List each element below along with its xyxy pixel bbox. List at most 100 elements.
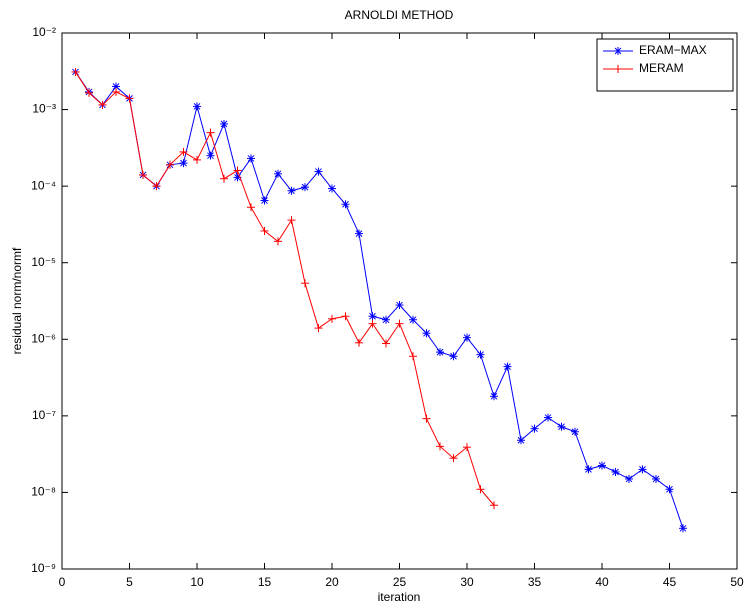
series-line	[75, 71, 495, 506]
x-axis-label: iteration	[378, 590, 421, 604]
data-point	[517, 436, 525, 445]
data-point	[152, 182, 161, 191]
data-point	[679, 524, 687, 533]
series	[71, 67, 687, 533]
data-point	[260, 196, 269, 205]
data-point	[328, 184, 336, 193]
data-point	[287, 216, 296, 225]
data-point	[355, 338, 363, 347]
data-point	[220, 174, 228, 183]
legend-marker	[614, 65, 622, 73]
data-point	[206, 151, 215, 160]
data-point	[314, 324, 323, 333]
data-point	[179, 159, 188, 168]
data-point	[436, 442, 444, 451]
data-point	[652, 474, 660, 483]
marker-stroke	[666, 485, 673, 493]
marker-stroke	[369, 312, 376, 320]
data-point	[463, 333, 471, 342]
data-point	[233, 166, 242, 175]
legend-label: MERAM	[639, 61, 684, 75]
marker-stroke	[504, 363, 511, 370]
y-tick-label: 10⁻³	[32, 102, 56, 116]
marker-stroke	[614, 47, 622, 55]
data-point	[611, 467, 620, 476]
x-tick-label: 40	[595, 575, 609, 589]
data-point	[449, 454, 458, 463]
marker-stroke	[423, 329, 430, 337]
data-point	[503, 362, 512, 371]
data-point	[247, 203, 255, 212]
marker-stroke	[598, 462, 606, 469]
data-point	[422, 329, 431, 338]
marker-stroke	[180, 159, 187, 167]
data-point	[422, 414, 431, 423]
marker-stroke	[585, 466, 592, 473]
data-point	[193, 102, 201, 111]
data-point	[584, 465, 593, 474]
data-point	[98, 100, 107, 109]
data-point	[436, 348, 444, 357]
marker-stroke	[247, 155, 255, 162]
data-point	[638, 465, 647, 474]
data-point	[301, 183, 309, 192]
x-tick-label: 25	[393, 575, 407, 589]
data-point	[382, 339, 390, 348]
data-point	[463, 443, 471, 452]
x-tick-label: 35	[528, 575, 542, 589]
data-point	[341, 312, 350, 321]
marker-stroke	[355, 230, 363, 237]
legend-box	[596, 38, 734, 92]
plot-frame	[61, 32, 738, 570]
data-point	[382, 315, 390, 324]
data-point	[665, 485, 674, 494]
marker-stroke	[409, 316, 417, 324]
marker-stroke	[450, 352, 457, 360]
data-point	[530, 424, 539, 433]
data-point	[395, 319, 404, 328]
data-point	[368, 312, 377, 321]
marker-stroke	[112, 83, 120, 90]
marker-stroke	[639, 466, 646, 473]
marker-stroke	[261, 197, 268, 204]
data-point	[490, 501, 498, 510]
data-point	[341, 200, 350, 209]
data-point	[274, 169, 282, 178]
data-point	[193, 155, 201, 164]
chart-title: ARNOLDI METHOD	[345, 8, 454, 22]
series	[71, 67, 498, 510]
data-point	[328, 314, 336, 323]
marker-stroke	[544, 414, 552, 421]
data-point	[476, 350, 485, 359]
y-tick-label: 10⁻⁷	[32, 408, 56, 422]
x-tick-label: 50	[730, 575, 744, 589]
y-tick-label: 10⁻⁸	[31, 485, 56, 499]
y-tick-label: 10⁻⁶	[31, 331, 56, 345]
data-point	[139, 170, 147, 179]
data-point	[557, 422, 566, 431]
data-point	[395, 301, 404, 310]
data-point	[206, 128, 215, 137]
marker-stroke	[315, 168, 322, 175]
data-point	[490, 392, 498, 401]
data-point	[247, 154, 255, 163]
legend-marker	[614, 47, 622, 55]
data-point	[274, 237, 282, 246]
data-point	[409, 315, 417, 324]
data-point	[179, 147, 188, 156]
data-point	[544, 413, 552, 422]
y-tick-label: 10⁻²	[32, 25, 56, 39]
marker-stroke	[625, 475, 633, 483]
data-point	[112, 87, 120, 96]
data-point	[301, 279, 309, 288]
marker-stroke	[193, 103, 201, 110]
series-line	[75, 71, 684, 529]
data-point	[368, 319, 377, 328]
marker-stroke	[490, 392, 498, 400]
marker-stroke	[220, 120, 228, 128]
marker-stroke	[382, 316, 390, 324]
data-point	[260, 226, 269, 235]
marker-stroke	[288, 187, 295, 195]
x-tick-label: 15	[258, 575, 272, 589]
